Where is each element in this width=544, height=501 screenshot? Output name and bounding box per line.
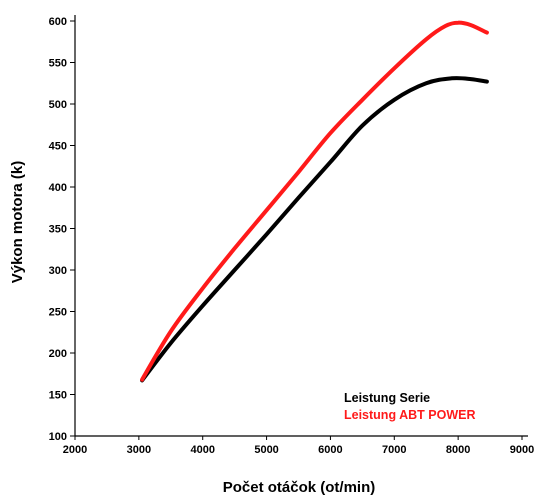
series-line-abt-power bbox=[140, 20, 489, 382]
x-tick-label: 7000 bbox=[382, 444, 406, 456]
x-tick-label: 3000 bbox=[127, 444, 151, 456]
series-layer bbox=[140, 20, 489, 383]
y-axis-ticks: 100 150 200 250 300 350 400 450 500 550 600 bbox=[49, 16, 75, 443]
x-axis-label: Počet otáčok (ot/min) bbox=[223, 479, 376, 496]
x-tick-label: 8000 bbox=[446, 444, 470, 456]
legend-entry-serie: Leistung Serie bbox=[344, 391, 430, 405]
y-tick-label: 100 bbox=[49, 431, 67, 443]
y-tick-label: 150 bbox=[49, 390, 67, 402]
y-tick-label: 300 bbox=[49, 265, 67, 277]
y-tick-label: 450 bbox=[49, 141, 67, 153]
y-tick-label: 550 bbox=[49, 58, 67, 70]
y-tick-label: 200 bbox=[49, 348, 67, 360]
y-tick-label: 350 bbox=[49, 224, 67, 236]
chart-axes bbox=[74, 15, 528, 437]
x-tick-label: 4000 bbox=[190, 444, 214, 456]
x-tick-label: 2000 bbox=[63, 444, 87, 456]
x-tick-label: 6000 bbox=[318, 444, 342, 456]
y-tick-label: 250 bbox=[49, 307, 67, 319]
y-tick-label: 500 bbox=[49, 99, 67, 111]
series-line-serie bbox=[140, 76, 489, 383]
y-tick-label: 600 bbox=[49, 16, 67, 28]
chart-legend: Leistung Serie Leistung ABT POWER bbox=[344, 391, 475, 422]
legend-entry-abt-power: Leistung ABT POWER bbox=[344, 408, 475, 422]
x-tick-label: 5000 bbox=[254, 444, 278, 456]
y-tick-label: 400 bbox=[49, 182, 67, 194]
x-axis-ticks: 2000 3000 4000 5000 6000 7000 8000 9000 bbox=[63, 436, 534, 456]
y-axis-label: Výkon motora (k) bbox=[9, 161, 26, 284]
x-tick-label: 9000 bbox=[510, 444, 534, 456]
